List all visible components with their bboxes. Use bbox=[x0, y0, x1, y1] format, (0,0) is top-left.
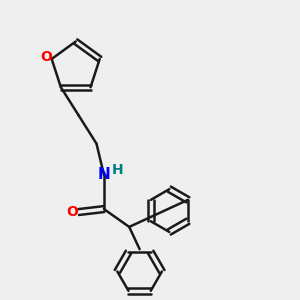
Text: O: O bbox=[66, 205, 78, 219]
Text: O: O bbox=[40, 50, 52, 64]
Text: N: N bbox=[98, 167, 110, 182]
Text: H: H bbox=[112, 164, 123, 177]
